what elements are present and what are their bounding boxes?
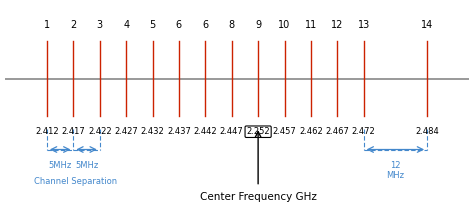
- Text: Channel Separation: Channel Separation: [35, 177, 118, 186]
- Text: 5MHz: 5MHz: [48, 161, 72, 170]
- Text: 6: 6: [176, 20, 182, 30]
- Text: 2.484: 2.484: [415, 127, 439, 136]
- Text: 2.417: 2.417: [62, 127, 85, 136]
- Text: 14: 14: [421, 20, 433, 30]
- Text: 1: 1: [44, 20, 50, 30]
- Text: 2.442: 2.442: [193, 127, 217, 136]
- Text: 12
MHz: 12 MHz: [386, 161, 404, 180]
- Text: 2.472: 2.472: [352, 127, 375, 136]
- Text: 2.462: 2.462: [299, 127, 323, 136]
- Text: 2.437: 2.437: [167, 127, 191, 136]
- Text: 10: 10: [278, 20, 291, 30]
- Text: 2.432: 2.432: [141, 127, 164, 136]
- Text: 4: 4: [123, 20, 129, 30]
- Text: 3: 3: [97, 20, 103, 30]
- Text: 13: 13: [357, 20, 370, 30]
- Text: 2.252: 2.252: [246, 127, 270, 136]
- Text: 2.422: 2.422: [88, 127, 111, 136]
- Text: 12: 12: [331, 20, 344, 30]
- Text: 9: 9: [255, 20, 261, 30]
- Text: 6: 6: [202, 20, 209, 30]
- Text: 2.467: 2.467: [325, 127, 349, 136]
- Text: 11: 11: [305, 20, 317, 30]
- Text: 2.427: 2.427: [114, 127, 138, 136]
- Text: 2.457: 2.457: [273, 127, 296, 136]
- Text: 5MHz: 5MHz: [75, 161, 98, 170]
- Text: 2: 2: [70, 20, 76, 30]
- Text: 2.412: 2.412: [35, 127, 59, 136]
- Text: 5: 5: [149, 20, 155, 30]
- Text: Center Frequency GHz: Center Frequency GHz: [200, 192, 317, 202]
- Text: 8: 8: [228, 20, 235, 30]
- Text: 2.447: 2.447: [220, 127, 244, 136]
